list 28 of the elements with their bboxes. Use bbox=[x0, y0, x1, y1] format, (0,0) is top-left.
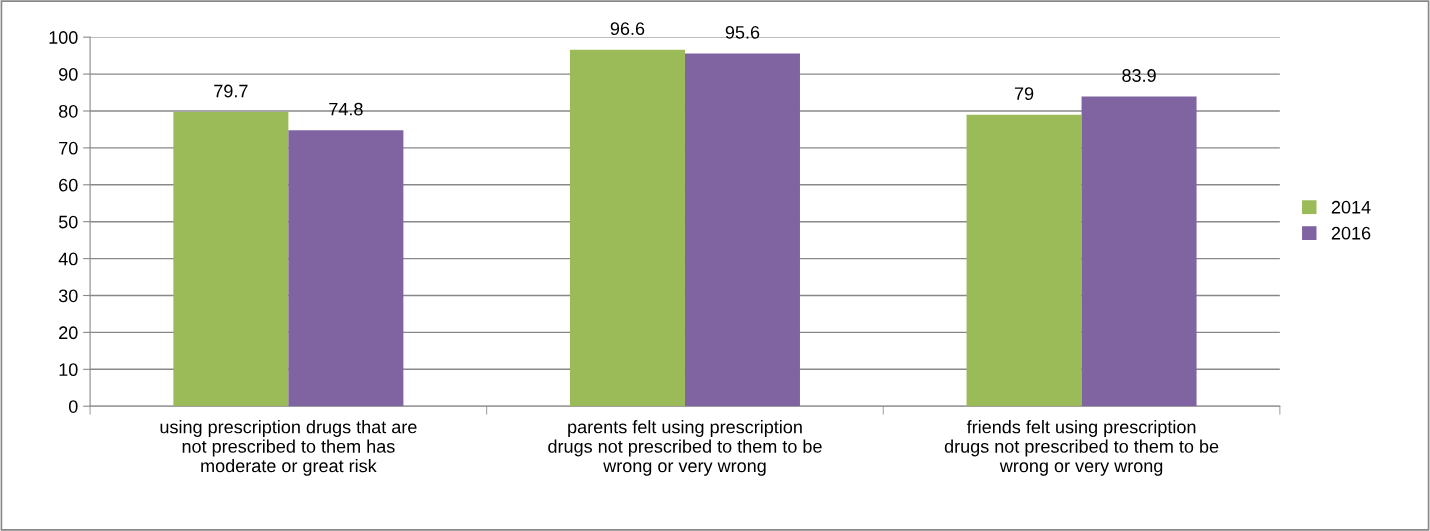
legend-label: 2014 bbox=[1331, 200, 1371, 214]
y-tick-label: 10 bbox=[59, 363, 78, 377]
legend-label: 2016 bbox=[1331, 226, 1371, 240]
data-label: 79 bbox=[1014, 87, 1034, 100]
y-tick-label: 100 bbox=[49, 31, 78, 44]
y-tick-label: 0 bbox=[68, 400, 78, 413]
bar bbox=[569, 49, 685, 407]
y-tick-label: 30 bbox=[58, 289, 78, 303]
data-label: 79.7 bbox=[214, 84, 248, 98]
y-tick-label: 50 bbox=[58, 215, 78, 229]
bar bbox=[173, 112, 289, 407]
bar bbox=[684, 53, 800, 407]
bar bbox=[966, 114, 1082, 407]
data-label: 83.9 bbox=[1122, 69, 1156, 82]
y-tick-label: 70 bbox=[59, 141, 78, 155]
x-tick-label: friends felt using prescription drugs not prescribed to them to be wrong or very wrong bbox=[944, 420, 1219, 476]
y-tick-label: 20 bbox=[59, 326, 78, 340]
bar bbox=[288, 130, 404, 407]
x-tick-label: parents felt using prescription drugs not prescribed to them to be wrong or very wrong bbox=[548, 420, 822, 476]
y-tick-label: 80 bbox=[58, 104, 78, 118]
data-label: 96.6 bbox=[610, 22, 645, 36]
data-label: 74.8 bbox=[329, 102, 363, 116]
y-tick-label: 40 bbox=[58, 252, 78, 266]
data-label: 95.6 bbox=[725, 25, 760, 39]
x-tick-label: using prescription drugs that are not prescribed to them has moderate or great risk bbox=[160, 420, 417, 476]
y-tick-label: 60 bbox=[59, 178, 78, 192]
y-tick-label: 90 bbox=[59, 68, 78, 81]
bar bbox=[1081, 96, 1197, 407]
